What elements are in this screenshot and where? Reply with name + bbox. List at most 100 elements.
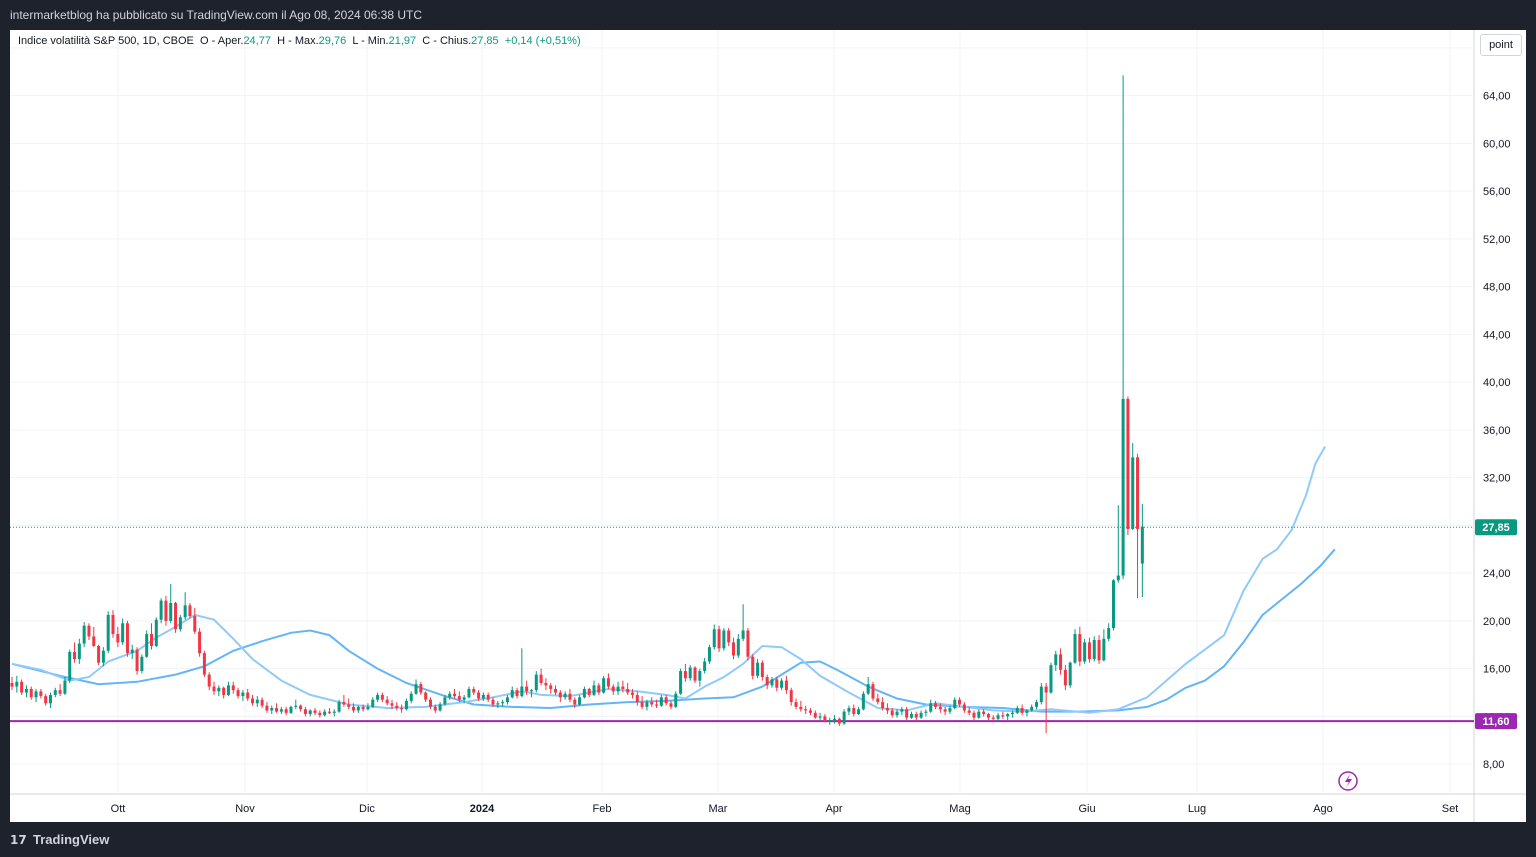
candle-body[interactable] [741,630,745,639]
candle-body[interactable] [664,697,668,704]
candle-body[interactable] [852,708,856,715]
candle-body[interactable] [145,634,149,657]
candle-body[interactable] [1111,580,1115,629]
candle-body[interactable] [1102,638,1106,661]
candle-body[interactable] [217,687,221,692]
candle-body[interactable] [876,698,880,703]
candle-body[interactable] [1063,669,1067,686]
candle-body[interactable] [962,704,966,711]
candle-body[interactable] [693,667,697,681]
candle-body[interactable] [727,630,731,643]
candle-body[interactable] [236,690,240,697]
candle-body[interactable] [549,685,553,689]
candle-body[interactable] [895,711,899,716]
candle-body[interactable] [313,710,317,713]
candle-body[interactable] [433,706,437,711]
candle-body[interactable] [68,651,72,681]
candle-body[interactable] [881,702,885,709]
candle-body[interactable] [347,704,351,707]
candle-body[interactable] [866,684,870,694]
candle-body[interactable] [154,619,158,646]
candle-body[interactable] [188,605,192,617]
candle-body[interactable] [44,696,48,704]
candle-body[interactable] [573,699,577,705]
candlestick-chart[interactable]: 8,0012,0016,0020,0024,0028,0032,0036,004… [10,30,1526,822]
candle-body[interactable] [390,703,394,706]
candle-body[interactable] [563,693,567,698]
candle-body[interactable] [626,688,630,693]
candle-body[interactable] [1092,640,1096,660]
candle-body[interactable] [178,617,182,630]
candle-body[interactable] [683,671,687,679]
candle-body[interactable] [558,692,562,698]
candle-body[interactable] [679,671,683,694]
candle-body[interactable] [804,709,808,711]
candle-body[interactable] [539,674,543,683]
candle-body[interactable] [135,649,139,672]
candle-body[interactable] [116,634,120,643]
candle-body[interactable] [929,703,933,712]
candle-body[interactable] [597,685,601,693]
candle-body[interactable] [491,699,495,705]
candle-body[interactable] [82,625,86,644]
candle-body[interactable] [448,693,452,698]
candle-body[interactable] [1068,662,1072,686]
candle-body[interactable] [1083,642,1087,662]
candle-body[interactable] [164,600,168,621]
candle-body[interactable] [794,702,798,707]
candle-body[interactable] [419,684,423,693]
candle-body[interactable] [486,694,490,700]
candle-body[interactable] [265,705,269,711]
candle-body[interactable] [246,692,250,699]
candle-body[interactable] [424,692,428,700]
candle-body[interactable] [87,625,91,637]
candle-body[interactable] [303,709,307,715]
candle-body[interactable] [10,682,14,687]
candle-body[interactable] [818,716,822,718]
candle-body[interactable] [808,710,812,713]
candle-body[interactable] [106,614,110,651]
candle-body[interactable] [1035,702,1039,707]
candle-body[interactable] [505,697,509,703]
candle-body[interactable] [34,691,38,698]
candle-body[interactable] [1107,628,1111,639]
candle-body[interactable] [828,719,832,722]
candle-body[interactable] [938,706,942,710]
chart-area[interactable]: 8,0012,0016,0020,0024,0028,0032,0036,004… [10,30,1526,822]
candle-body[interactable] [207,674,211,687]
candle-body[interactable] [789,690,793,703]
candle-body[interactable] [640,702,644,707]
candle-body[interactable] [342,702,346,705]
candle-body[interactable] [900,709,904,712]
candle-body[interactable] [183,605,187,618]
candle-body[interactable] [934,703,938,707]
candle-body[interactable] [842,711,846,724]
candle-body[interactable] [404,700,408,710]
candle-body[interactable] [260,699,264,706]
candle-body[interactable] [1049,665,1053,693]
candle-body[interactable] [659,697,663,706]
candle-body[interactable] [544,682,548,686]
candle-body[interactable] [270,708,274,711]
candle-body[interactable] [765,677,769,686]
candle-body[interactable] [775,679,779,688]
candle-body[interactable] [621,686,625,689]
candle-body[interactable] [1054,654,1058,666]
candle-body[interactable] [847,708,851,712]
candle-body[interactable] [510,690,514,698]
candle-body[interactable] [688,667,692,679]
candle-body[interactable] [914,714,918,718]
candle-body[interactable] [481,694,485,699]
candle-body[interactable] [149,634,153,646]
candle-body[interactable] [226,685,230,695]
candle-body[interactable] [53,690,57,695]
candle-body[interactable] [722,630,726,649]
candle-body[interactable] [520,686,524,697]
candle-body[interactable] [712,629,716,648]
candle-body[interactable] [212,686,216,692]
candle-body[interactable] [861,693,865,710]
candle-body[interactable] [376,694,380,700]
candle-body[interactable] [1030,706,1034,711]
candle-body[interactable] [1010,712,1014,715]
candle-body[interactable] [784,680,788,691]
